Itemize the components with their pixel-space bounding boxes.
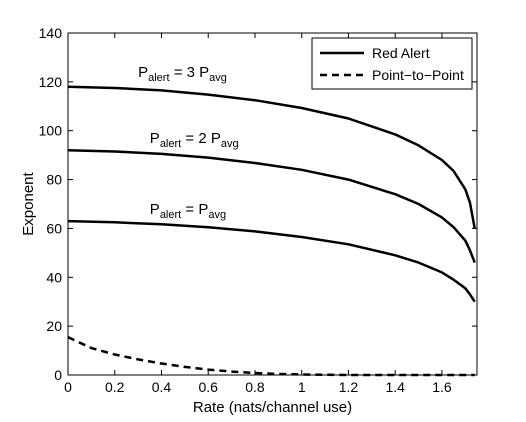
series-line-4-dashed [67,335,475,377]
y-tick-label: 120 [39,74,63,90]
y-tick-label: 80 [46,172,62,188]
curve-annotation: Palert = 2 Pavg [150,130,239,150]
x-tick-label: 1.2 [339,379,359,395]
y-tick-label: 100 [39,123,63,139]
x-axis-label: Rate (nats/channel use) [193,399,352,416]
x-tick-label: 1.4 [385,379,405,395]
x-tick-label: 0.4 [152,379,172,395]
x-tick-label: 0.8 [245,379,265,395]
x-tick-label: 0.2 [105,379,125,395]
legend-label: Red Alert [372,45,430,61]
annotation-layer: Palert = 3 Pavg Palert = 2 Pavg Palert = P… [138,64,238,221]
curve-annotation: Palert = 3 Pavg [138,64,227,84]
plot-area-frame [67,32,478,376]
curve-annotation: Palert = Pavg [150,201,226,221]
x-tick-label: 1.6 [432,379,452,395]
series-layer [67,85,476,377]
series-line-3-solid [67,219,476,303]
series-line-2-solid [67,149,476,264]
y-tick-label: 140 [39,25,63,41]
x-tick-label: 0 [64,379,72,395]
x-tick-label: 1 [298,379,306,395]
y-tick-label: 0 [54,367,62,383]
x-tick-label: 0.6 [198,379,218,395]
y-tick-label: 40 [46,269,62,285]
legend: Red Alert Point−to−Point [311,37,473,90]
y-tick-label: 20 [46,318,62,334]
y-axis-label: Exponent [20,171,37,235]
legend-box [311,37,473,90]
y-tick-label: 60 [46,220,62,236]
ticks-layer: 0 0.2 0.4 0.6 0.8 1 1.2 1.4 1.6 0 20 40 60 80 100 120 14… [39,25,477,395]
legend-label: Point−to−Point [372,67,464,83]
series-line-1-solid [67,85,476,229]
